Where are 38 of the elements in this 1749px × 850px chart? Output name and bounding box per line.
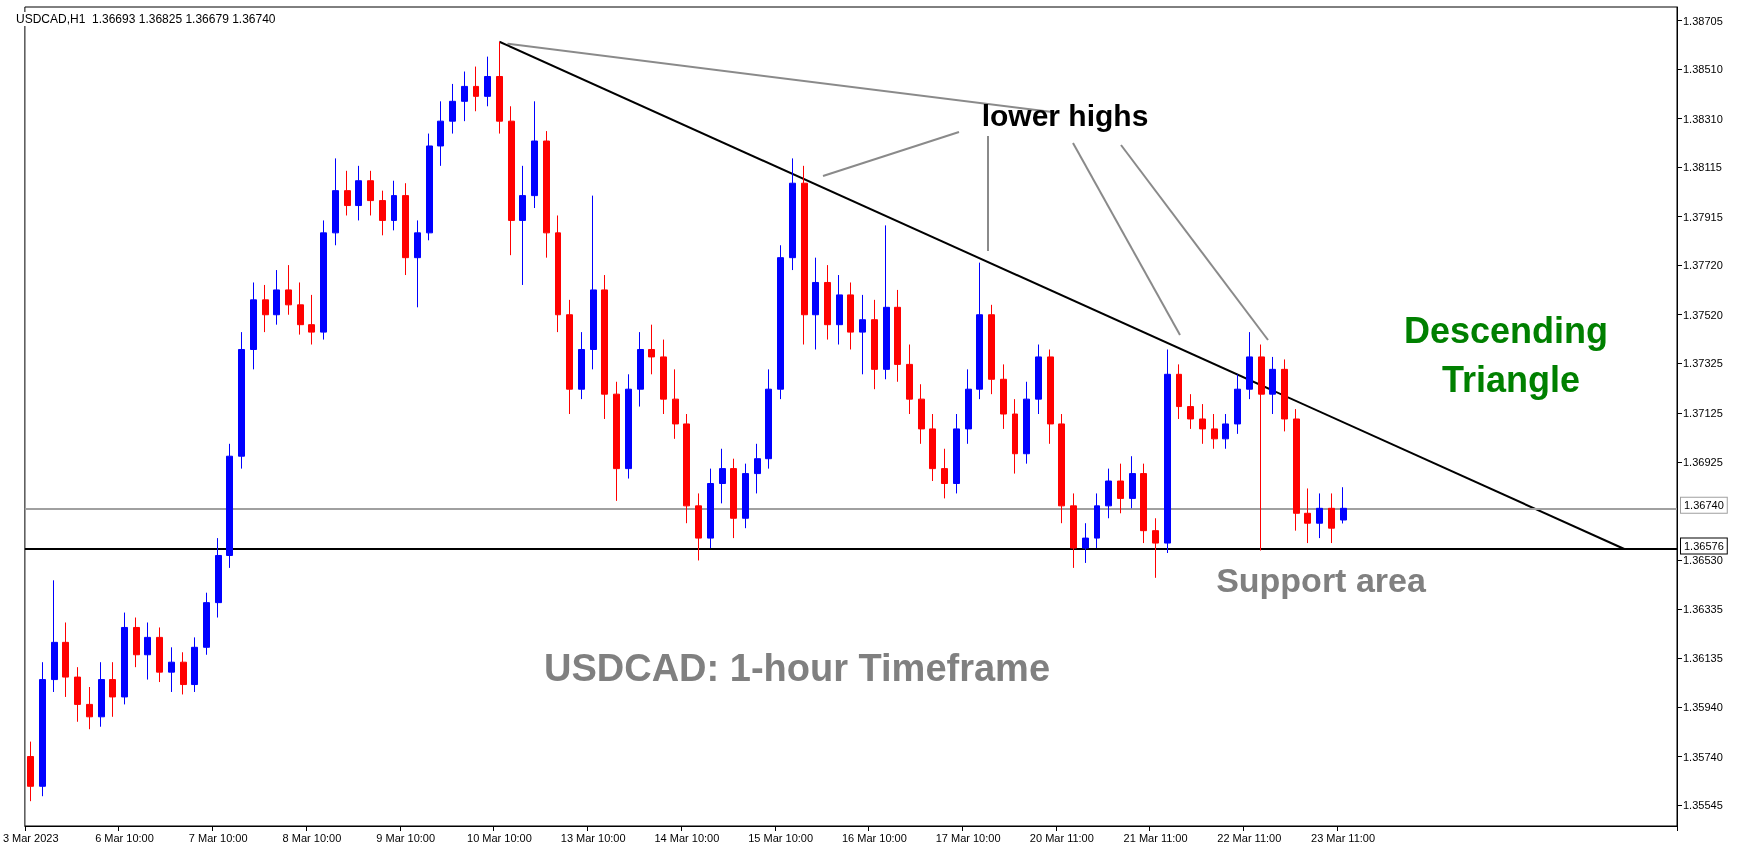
y-tick-label: 1.36135 bbox=[1683, 652, 1723, 665]
y-tick-label: 1.38115 bbox=[1683, 161, 1722, 174]
x-tick-label: 9 Mar 10:00 bbox=[376, 831, 436, 844]
x-tick-label: 7 Mar 10:00 bbox=[188, 831, 248, 844]
y-tick-label: 1.37915 bbox=[1683, 210, 1723, 223]
x-tick-label: 3 Mar 2023 bbox=[2, 831, 59, 844]
y-tick-label: 1.35940 bbox=[1683, 700, 1723, 713]
x-tick-label: 16 Mar 10:00 bbox=[841, 831, 907, 844]
x-tick-label: 20 Mar 11:00 bbox=[1029, 831, 1094, 844]
y-tick-label: 1.38705 bbox=[1683, 14, 1723, 27]
x-tick-label: 6 Mar 10:00 bbox=[95, 831, 154, 844]
x-tick-label: 8 Mar 10:00 bbox=[282, 831, 342, 844]
y-tick-label: 1.37125 bbox=[1683, 406, 1723, 419]
x-tick-label: 23 Mar 11:00 bbox=[1311, 831, 1376, 844]
y-tick-label: 1.38310 bbox=[1683, 112, 1723, 125]
y-tick-label: 1.36335 bbox=[1683, 602, 1723, 615]
x-tick-label: 22 Mar 11:00 bbox=[1217, 831, 1282, 844]
text: USDCAD: 1-hour Timeframe bbox=[543, 647, 1051, 689]
annotation: lower highs bbox=[981, 98, 1149, 132]
y-tick-label: 1.35740 bbox=[1683, 750, 1723, 763]
y-tick-label: 1.36925 bbox=[1683, 456, 1723, 469]
chart-subtitle: USDCAD,H1 1.36693 1.36825 1.36679 1.36740 bbox=[16, 12, 276, 26]
y-tick-label: 1.37720 bbox=[1683, 259, 1723, 272]
x-tick-label: 10 Mar 10:00 bbox=[467, 831, 532, 844]
y-tick-label: 1.38510 bbox=[1683, 63, 1723, 76]
ref-line-label: 1.36740 bbox=[1684, 499, 1724, 512]
x-tick-label: 15 Mar 10:00 bbox=[748, 831, 814, 844]
y-tick-label: 1.37520 bbox=[1683, 308, 1723, 321]
x-tick-label: 14 Mar 10:00 bbox=[654, 831, 720, 844]
x-tick-label: 17 Mar 10:00 bbox=[935, 831, 1001, 844]
x-tick-label: 21 Mar 11:00 bbox=[1123, 831, 1188, 844]
x-tick-label: 13 Mar 10:00 bbox=[560, 831, 626, 844]
y-tick-label: 1.37325 bbox=[1683, 357, 1723, 370]
annotation: Support area bbox=[1216, 561, 1427, 599]
y-tick-label: 1.36530 bbox=[1683, 554, 1723, 567]
ref-line-label: 1.36576 bbox=[1684, 540, 1724, 553]
y-tick-label: 1.35545 bbox=[1683, 798, 1723, 811]
annotation: Descending Triangle bbox=[1403, 310, 1619, 400]
